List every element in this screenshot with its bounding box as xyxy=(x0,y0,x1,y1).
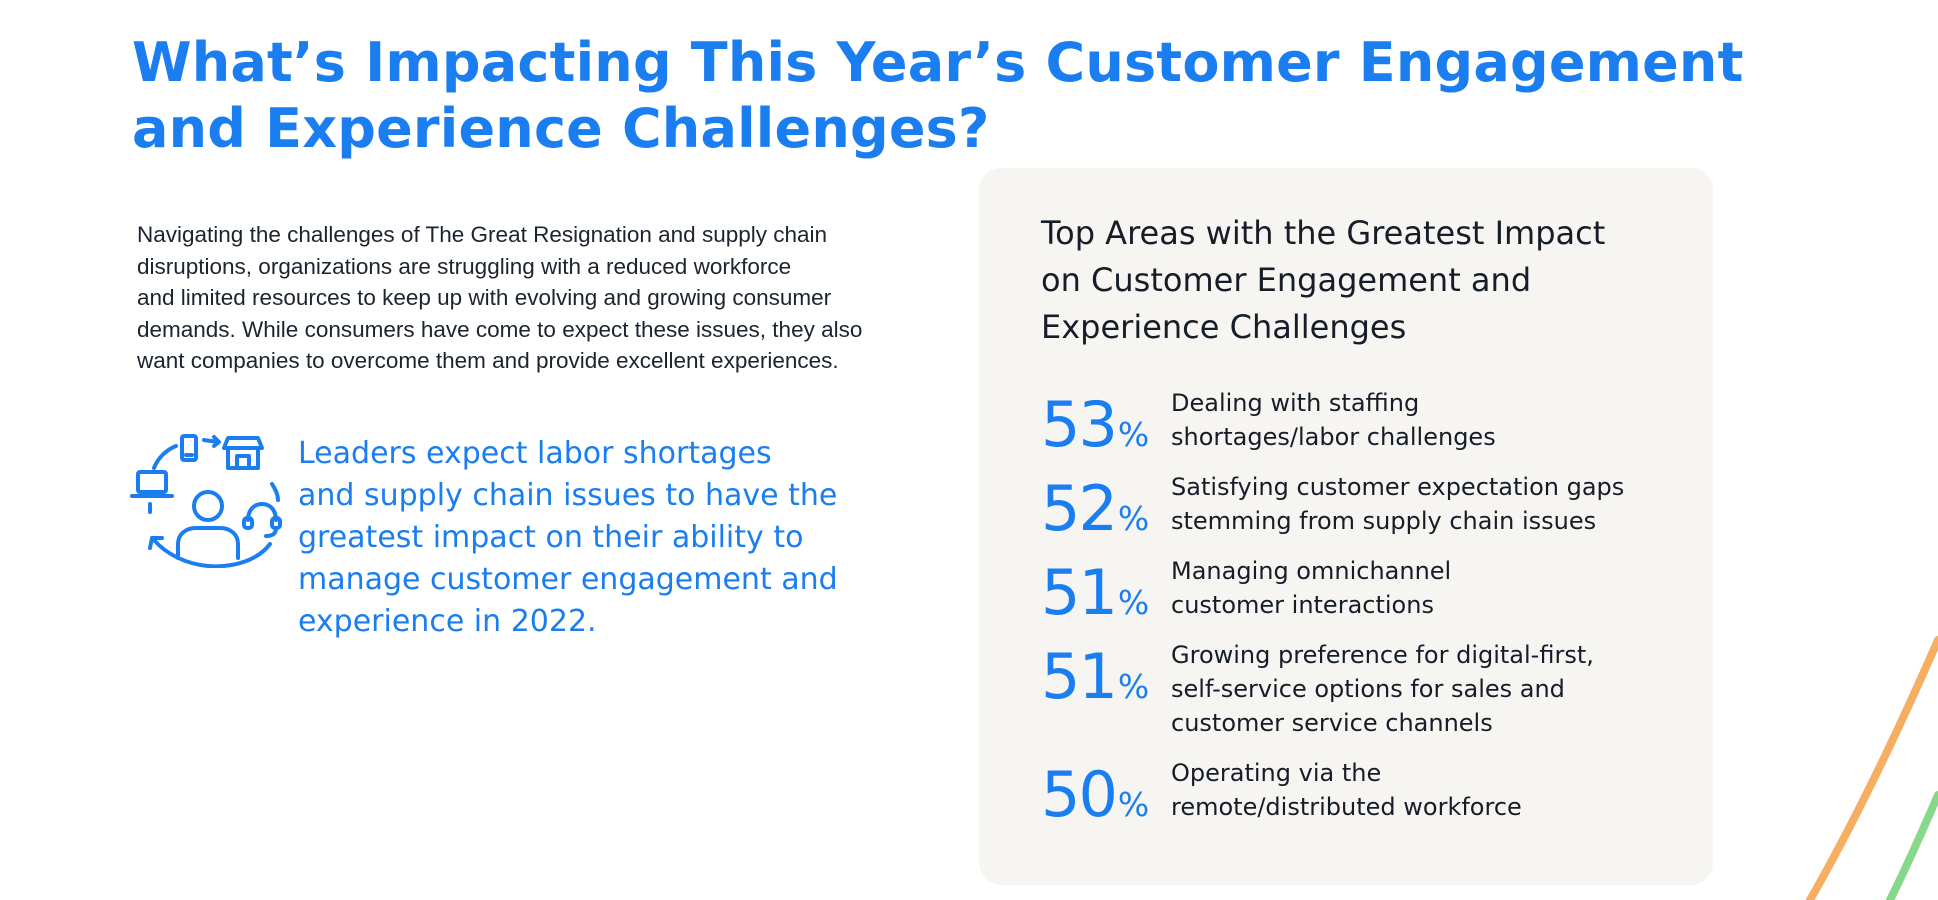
stat-label: Growing preference for digital-first, se… xyxy=(1171,638,1594,740)
stat-label: Satisfying customer expectation gaps ste… xyxy=(1171,470,1624,538)
decorative-swoosh-lines xyxy=(1806,636,1938,900)
stat-label-line: Growing preference for digital-first, xyxy=(1171,641,1594,669)
panel-title-line: Top Areas with the Greatest Impact xyxy=(1041,214,1606,252)
stat-label-line: shortages/labor challenges xyxy=(1171,423,1496,451)
stat-label-line: self-service options for sales and xyxy=(1171,675,1565,703)
stat-label-line: remote/distributed workforce xyxy=(1171,793,1522,821)
intro-line: want companies to overcome them and prov… xyxy=(137,348,839,374)
stat-label: Operating via the remote/distributed wor… xyxy=(1171,756,1522,824)
page-title: What’s Impacting This Year’s Customer En… xyxy=(132,30,1744,162)
stat-number: 51 xyxy=(1041,556,1118,629)
stat-label-line: Dealing with staffing xyxy=(1171,389,1420,417)
stat-value: 53% xyxy=(1041,394,1149,466)
stat-value: 50% xyxy=(1041,764,1149,836)
stat-label-line: Satisfying customer expectation gaps xyxy=(1171,473,1625,501)
customer-omnichannel-icon xyxy=(130,430,284,568)
panel-title-line: on Customer Engagement and xyxy=(1041,261,1532,299)
stat-label: Dealing with staffing shortages/labor ch… xyxy=(1171,386,1496,454)
page-title-line: and Experience Challenges? xyxy=(132,97,990,160)
intro-line: disruptions, organizations are strugglin… xyxy=(137,253,792,279)
impact-stats-panel: Top Areas with the Greatest Impact on Cu… xyxy=(979,168,1713,885)
intro-line: Navigating the challenges of The Great R… xyxy=(137,222,828,247)
callout-line: and supply chain issues to have the xyxy=(298,478,838,513)
intro-paragraph: Navigating the challenges of The Great R… xyxy=(137,219,937,377)
stat-value: 51% xyxy=(1041,562,1149,634)
callout-line: manage customer engagement and xyxy=(298,562,838,597)
stat-number: 50 xyxy=(1041,758,1118,831)
callout-line: greatest impact on their ability to xyxy=(298,520,804,555)
stat-value: 52% xyxy=(1041,478,1149,550)
stat-number: 53 xyxy=(1041,388,1118,461)
stat-unit: % xyxy=(1117,415,1150,454)
orange-swoosh-line xyxy=(1806,636,1938,900)
green-swoosh-line xyxy=(1886,791,1938,900)
stat-unit: % xyxy=(1117,499,1150,538)
stat-value: 51% xyxy=(1041,646,1149,718)
stat-number: 52 xyxy=(1041,472,1118,545)
callout-line: experience in 2022. xyxy=(298,604,597,639)
stat-label-line: stemming from supply chain issues xyxy=(1171,507,1597,535)
stat-label-line: Operating via the xyxy=(1171,759,1382,787)
stat-unit: % xyxy=(1117,667,1150,706)
intro-line: demands. While consumers have come to ex… xyxy=(137,316,863,342)
stat-unit: % xyxy=(1117,785,1150,824)
stat-unit: % xyxy=(1117,583,1150,622)
panel-title-line: Experience Challenges xyxy=(1041,308,1407,346)
stat-label: Managing omnichannel customer interactio… xyxy=(1171,554,1451,622)
page-title-line: What’s Impacting This Year’s Customer En… xyxy=(132,31,1744,94)
stat-label-line: customer service channels xyxy=(1171,709,1493,737)
intro-line: and limited resources to keep up with ev… xyxy=(137,285,832,311)
callout-text: Leaders expect labor shortages and suppl… xyxy=(298,433,918,643)
stat-number: 51 xyxy=(1041,640,1118,713)
stat-label-line: Managing omnichannel xyxy=(1171,557,1452,585)
stat-label-line: customer interactions xyxy=(1171,591,1434,619)
panel-title: Top Areas with the Greatest Impact on Cu… xyxy=(1041,210,1605,351)
callout-line: Leaders expect labor shortages xyxy=(298,436,772,471)
